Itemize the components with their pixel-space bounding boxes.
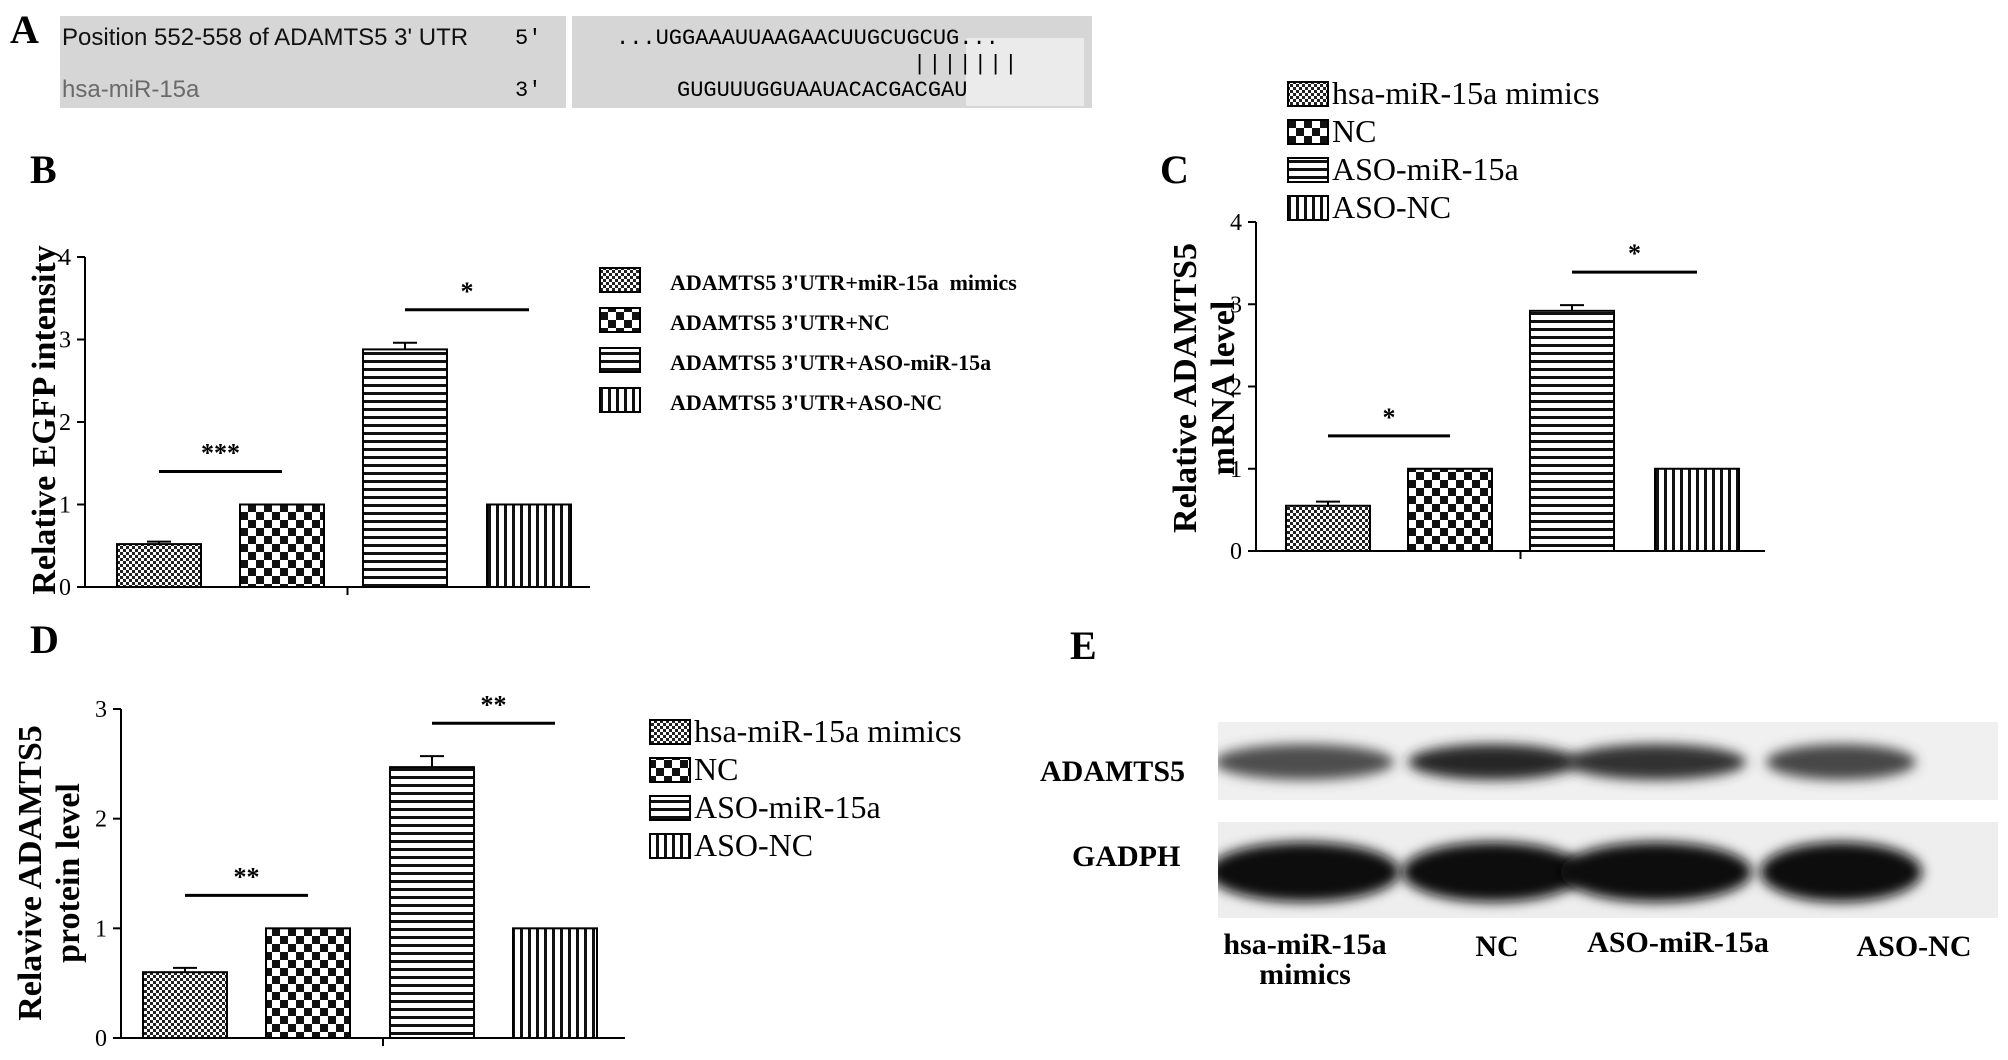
- y-tick-label: 0: [95, 1026, 107, 1052]
- legend-label: hsa-miR-15a mimics: [694, 713, 962, 749]
- legend-swatch: [599, 307, 641, 333]
- y-tick-label: 3: [59, 328, 71, 354]
- band-adamts5: [1408, 744, 1578, 780]
- utr-position-label: Position 552-558 of ADAMTS5 3' UTR: [62, 24, 469, 51]
- lane-label-1: hsa-miR-15a mimics: [1223, 928, 1387, 991]
- legend-label: NC: [694, 751, 738, 787]
- y-tick-label: 0: [59, 575, 71, 601]
- lane-label-4: ASO-NC: [1856, 930, 1972, 963]
- y-axis-label-line2: protein level: [50, 783, 87, 963]
- legend-swatch: [649, 719, 691, 745]
- significance-label: *: [461, 277, 474, 306]
- legend-swatch: [599, 387, 641, 413]
- legend-label: ASO-NC: [694, 827, 813, 863]
- y-tick-label: 3: [95, 697, 107, 723]
- blot-label-adamts5: ADAMTS5: [1040, 755, 1186, 788]
- mirna-label: hsa-miR-15a: [62, 76, 200, 103]
- chart-panel-d: 0 1 2 3 Relavive ADAMTS5 protein level ** ** hsa…: [12, 690, 962, 1052]
- y-tick-label: 4: [1230, 210, 1242, 236]
- mirna-three-prime-label: 3': [515, 78, 542, 103]
- lane-label-2: NC: [1475, 930, 1519, 963]
- y-tick-label: 1: [95, 916, 107, 942]
- band-gadph: [1218, 842, 1400, 902]
- significance-label: **: [481, 690, 507, 719]
- legend-label: ASO-miR-15a: [694, 789, 881, 825]
- band-adamts5: [1766, 744, 1916, 780]
- utr-sequence: ...UGGAAAUUAAGAACUUGCUGCUG...: [616, 26, 999, 51]
- y-axis-label-line1: Relavive ADAMTS5: [12, 725, 49, 1021]
- legend-label: ADAMTS5 3'UTR+ASO-NC: [670, 390, 942, 415]
- panel-letter-a: A: [10, 7, 39, 52]
- y-tick-label: 1: [59, 493, 71, 519]
- legend-label: ADAMTS5 3'UTR+ASO-miR-15a: [670, 350, 991, 375]
- legend-swatch: [599, 267, 641, 293]
- legend-label: ADAMTS5 3'UTR+miR-15a mimics: [670, 270, 1017, 295]
- y-axis-label-line2: mRNA level: [1205, 301, 1242, 476]
- legend-label: NC: [1332, 113, 1376, 149]
- mirna-sequence: GUGUUUGGUAAUACACGACGAU: [677, 78, 968, 103]
- legend-swatch: [1287, 195, 1329, 221]
- significance-label: ***: [201, 439, 240, 468]
- band-gadph: [1402, 842, 1584, 902]
- y-tick-label: 4: [59, 245, 71, 271]
- band-gadph: [1560, 842, 1752, 902]
- y-tick-label: 2: [95, 807, 107, 833]
- bar: [362, 348, 448, 588]
- bar: [116, 543, 202, 588]
- western-blot-image: [1218, 722, 1998, 918]
- legend-label: ASO-NC: [1332, 189, 1451, 225]
- bar: [1654, 467, 1740, 552]
- panel-letter-e: E: [1070, 623, 1097, 668]
- panel-letter-b: B: [30, 147, 57, 192]
- y-axis-label: Relative EGFP intensity: [26, 245, 63, 594]
- bar: [265, 927, 351, 1039]
- panel-letter-d: D: [30, 617, 59, 662]
- y-tick-label: 2: [59, 410, 71, 436]
- legend-label: ADAMTS5 3'UTR+NC: [670, 310, 890, 335]
- legend-swatch: [1287, 157, 1329, 183]
- seed-region-highlight: [966, 38, 1084, 106]
- bar: [1407, 467, 1493, 552]
- significance-label: *: [1383, 403, 1396, 432]
- legend-label: ASO-miR-15a: [1332, 151, 1519, 187]
- y-axis-label-line1: Relative ADAMTS5: [1167, 243, 1204, 533]
- legend-swatch: [599, 347, 641, 373]
- utr-five-prime-label: 5': [515, 26, 542, 51]
- y-tick-label: 2: [1230, 375, 1242, 401]
- band-adamts5: [1218, 744, 1394, 780]
- significance-label: **: [234, 862, 260, 891]
- base-pairing-lines: |||||||: [913, 52, 1020, 77]
- bar: [486, 503, 572, 588]
- legend-label: hsa-miR-15a mimics: [1332, 75, 1600, 111]
- alignment-divider: [566, 16, 572, 108]
- significance-label: *: [1628, 239, 1641, 268]
- y-tick-label: 1: [1230, 457, 1242, 483]
- panel-letter-c: C: [1160, 147, 1189, 192]
- legend-swatch: [649, 757, 691, 783]
- chart-panel-c: 0 1 2 3 4 Relative ADAMTS5 mRNA level * * hsa-miR…: [1167, 75, 1765, 565]
- band-adamts5: [1566, 744, 1746, 780]
- legend-swatch: [1287, 119, 1329, 145]
- legend-swatch: [649, 833, 691, 859]
- legend-swatch: [1287, 81, 1329, 107]
- bar: [239, 503, 325, 588]
- lane-label-3: ASO-miR-15a: [1587, 926, 1769, 959]
- bar: [389, 766, 475, 1040]
- band-gadph: [1760, 842, 1922, 902]
- bar: [512, 927, 598, 1039]
- bar: [1285, 504, 1371, 553]
- legend-swatch: [649, 795, 691, 821]
- sequence-alignment-panel: Position 552-558 of ADAMTS5 3' UTR 5' ..…: [60, 16, 1092, 108]
- y-tick-label: 3: [1230, 292, 1242, 318]
- bar: [1529, 309, 1615, 552]
- blot-label-gadph: GADPH: [1072, 840, 1181, 873]
- y-tick-label: 0: [1230, 539, 1242, 565]
- bar: [142, 971, 228, 1040]
